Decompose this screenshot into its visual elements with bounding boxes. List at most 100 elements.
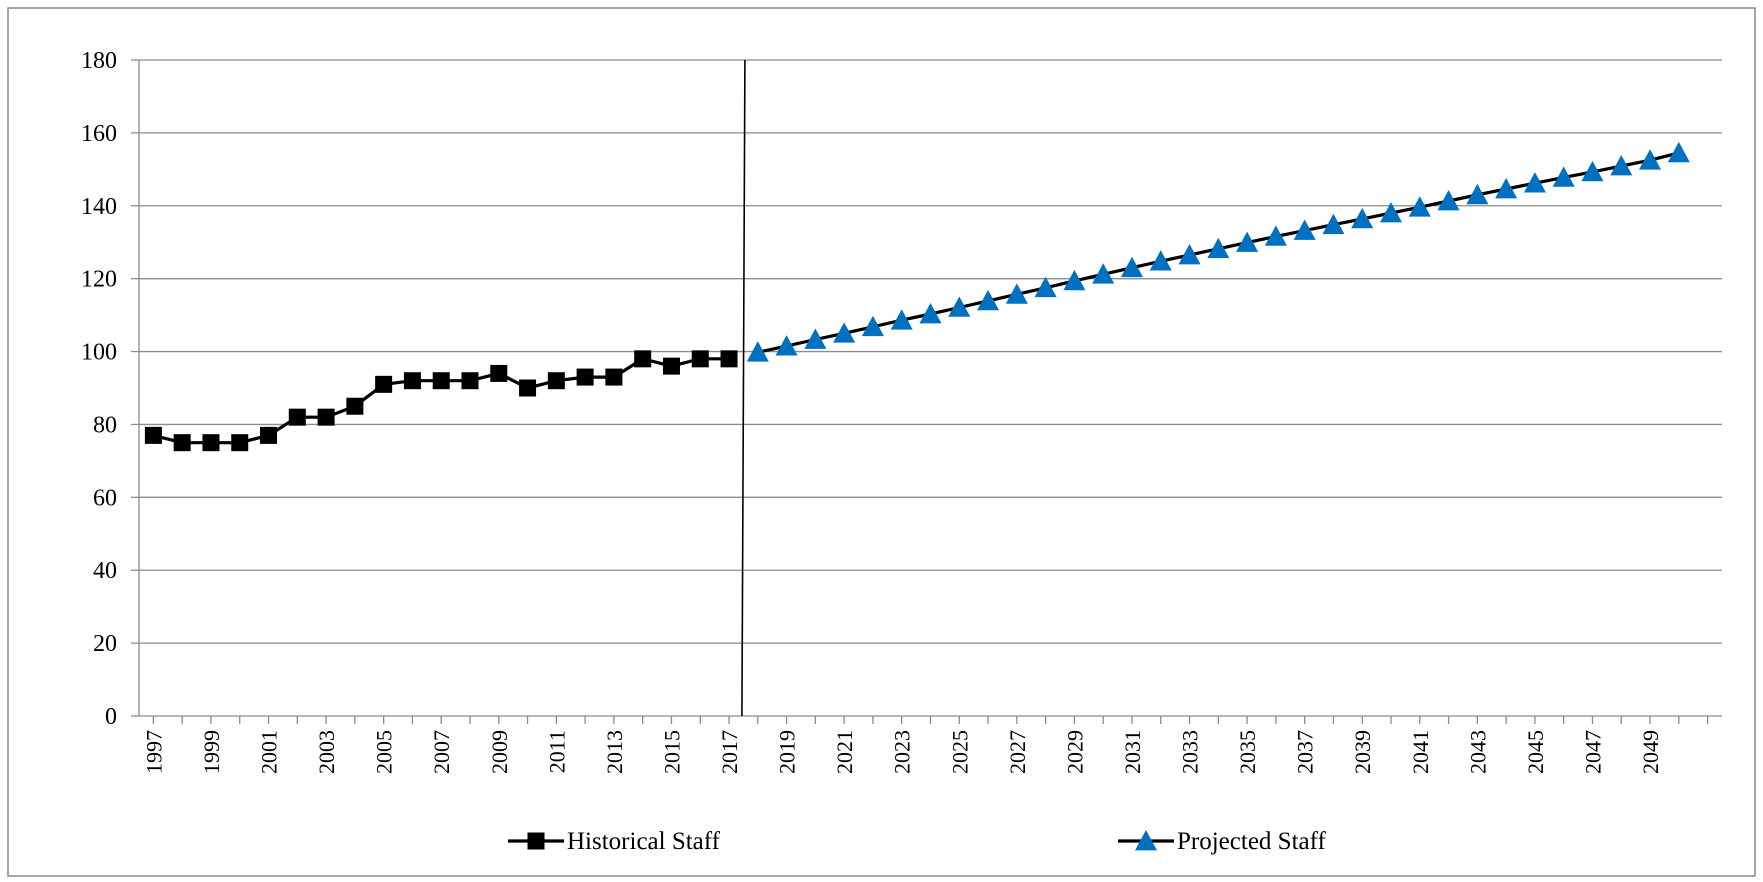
x-tick-label: 2009 [487, 730, 512, 774]
x-tick-label: 2027 [1005, 730, 1030, 774]
data-point [605, 368, 623, 386]
data-point [1581, 160, 1604, 182]
data-point [977, 289, 1000, 311]
x-tick-label: 2047 [1580, 730, 1605, 774]
history-projection-divider [741, 59, 746, 717]
x-tick-label: 2017 [717, 730, 742, 774]
data-point [662, 357, 680, 375]
data-point [1293, 219, 1316, 240]
data-point [527, 832, 545, 850]
data-point [260, 426, 278, 444]
series-projected [746, 141, 1690, 362]
data-point [576, 368, 594, 386]
series-historical [144, 350, 738, 452]
data-point [1552, 166, 1575, 187]
data-point [1236, 231, 1259, 252]
y-axis-ticks: 0 20 40 60 80 100 120 140 160 180 [81, 48, 139, 730]
legend: Historical Staff Projected Staff [508, 828, 1326, 855]
data-point [288, 408, 306, 426]
data-point [1408, 196, 1431, 217]
divider-line [741, 59, 746, 717]
data-point [1437, 190, 1460, 211]
data-point [1005, 283, 1028, 304]
data-point [861, 315, 884, 337]
y-tick-label: 120 [81, 267, 117, 293]
data-point [1610, 155, 1633, 176]
data-point [1523, 172, 1546, 193]
data-point [720, 350, 738, 368]
data-point [144, 426, 162, 444]
y-tick-label: 0 [105, 704, 117, 730]
x-axis-ticks: 1997 1999 2001 2003 2005 2007 2009 2011 2013 2015… [141, 716, 1709, 774]
data-point [919, 303, 942, 324]
x-tick-label: 2003 [314, 730, 339, 774]
x-tick-label: 2015 [659, 730, 684, 774]
y-tick-label: 140 [81, 194, 117, 220]
x-tick-label: 2011 [544, 730, 569, 773]
data-point [746, 341, 769, 362]
data-point [1149, 250, 1172, 271]
x-tick-label: 2025 [947, 730, 972, 774]
x-tick-label: 1997 [141, 730, 166, 774]
data-point [1207, 237, 1230, 259]
y-tick-label: 100 [81, 340, 117, 366]
data-point [1120, 256, 1143, 278]
y-tick-label: 40 [93, 558, 117, 584]
data-point [691, 350, 709, 368]
legend-item: Historical Staff [508, 828, 721, 855]
x-tick-label: 2019 [775, 730, 800, 774]
data-point [231, 434, 249, 452]
y-tick-label: 80 [93, 412, 117, 438]
data-point [1178, 243, 1201, 265]
data-point [173, 434, 191, 452]
data-point [1135, 830, 1157, 851]
x-tick-label: 2041 [1408, 730, 1433, 774]
data-point [346, 397, 364, 415]
data-point [1466, 183, 1489, 205]
x-tick-label: 2013 [602, 730, 627, 774]
data-point [1351, 207, 1374, 229]
data-point [375, 375, 393, 393]
data-point [948, 296, 971, 317]
x-tick-label: 2049 [1638, 730, 1663, 774]
x-tick-label: 2001 [257, 730, 282, 774]
data-point [1063, 269, 1086, 291]
x-tick-label: 2035 [1235, 730, 1260, 774]
legend-item: Projected Staff [1118, 828, 1326, 855]
legend-label: Historical Staff [567, 828, 721, 855]
y-tick-label: 60 [93, 485, 117, 511]
x-tick-label: 2023 [890, 730, 915, 774]
series-layer [144, 141, 1690, 452]
data-point [1264, 225, 1287, 246]
data-point [461, 372, 479, 390]
data-point [202, 434, 220, 452]
data-point [1667, 141, 1690, 163]
data-point [804, 328, 827, 349]
x-tick-label: 2045 [1523, 730, 1548, 774]
data-point [1322, 213, 1345, 235]
x-tick-label: 2037 [1293, 730, 1318, 774]
data-point [1495, 178, 1518, 199]
data-point [890, 309, 913, 330]
gridlines [139, 59, 1722, 644]
data-point [432, 372, 450, 390]
data-point [490, 364, 508, 382]
x-tick-label: 2007 [429, 730, 454, 774]
legend-label: Projected Staff [1177, 828, 1326, 855]
data-point [634, 350, 652, 368]
y-tick-label: 160 [81, 121, 117, 147]
x-tick-label: 2039 [1350, 730, 1375, 774]
data-point [833, 322, 856, 343]
x-tick-label: 2021 [832, 730, 857, 774]
data-point [1092, 263, 1115, 284]
x-tick-label: 2043 [1465, 730, 1490, 774]
x-tick-label: 2029 [1062, 730, 1087, 774]
data-point [1034, 276, 1057, 298]
y-tick-label: 180 [81, 48, 117, 74]
data-point [1639, 149, 1662, 170]
data-point [403, 372, 421, 390]
x-tick-label: 1999 [199, 730, 224, 774]
data-point [519, 379, 537, 397]
data-point [547, 372, 565, 390]
